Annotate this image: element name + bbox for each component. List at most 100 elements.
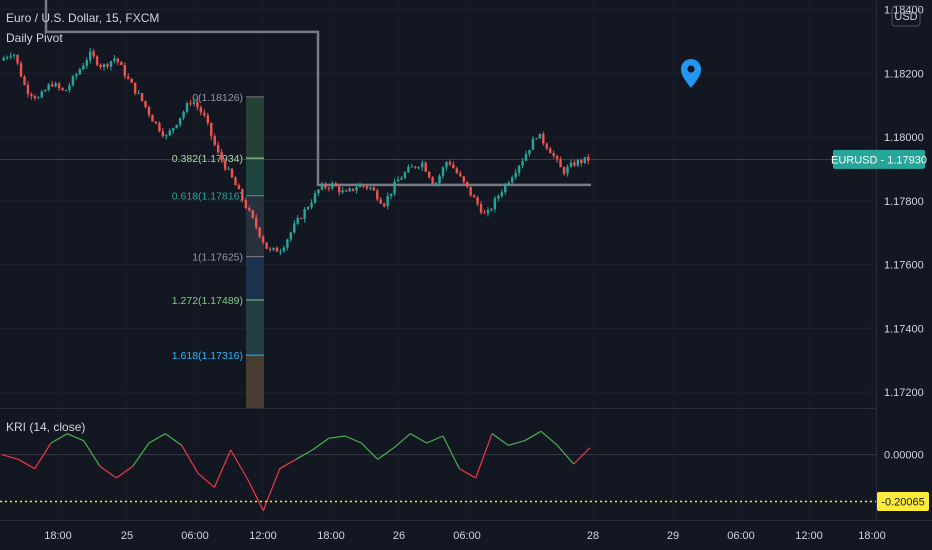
candle-body bbox=[376, 190, 379, 200]
daily-pivot-line bbox=[44, 0, 591, 187]
candlestick-series bbox=[2, 47, 590, 255]
fib-band bbox=[246, 256, 264, 300]
map-pin-shape bbox=[681, 59, 701, 88]
price-axis[interactable] bbox=[877, 0, 932, 520]
candle-body bbox=[244, 200, 248, 209]
candle-body bbox=[576, 159, 580, 166]
candle-body bbox=[234, 177, 237, 186]
kri-segment bbox=[344, 435, 362, 444]
candle-body bbox=[344, 190, 348, 192]
fib-level-label: 0.618(1.17816) bbox=[172, 191, 243, 203]
candle-body bbox=[587, 157, 590, 161]
candle-body bbox=[459, 173, 462, 177]
candle-body bbox=[486, 210, 490, 214]
candle-body bbox=[85, 60, 88, 66]
candle-body bbox=[431, 177, 434, 184]
candle-body bbox=[531, 138, 535, 150]
kri-segment bbox=[246, 477, 264, 511]
kri-segment bbox=[115, 465, 134, 479]
candle-body bbox=[19, 63, 23, 77]
candle-body bbox=[185, 103, 189, 112]
kri-segment bbox=[459, 468, 476, 479]
candle-body bbox=[213, 136, 216, 145]
kri-segment bbox=[311, 437, 330, 451]
candle-body bbox=[286, 239, 289, 248]
candle-body bbox=[555, 155, 559, 160]
candle-body bbox=[320, 184, 324, 190]
kri-value-tag-text: -0.20065 bbox=[881, 496, 924, 508]
candle-body bbox=[144, 100, 147, 108]
candle-body bbox=[296, 218, 299, 224]
candle-body bbox=[54, 83, 57, 87]
candle-body bbox=[299, 218, 303, 220]
currency-badge-text: USD bbox=[894, 11, 917, 23]
candle-body bbox=[16, 54, 19, 64]
candle-body bbox=[210, 122, 213, 137]
map-pin-icon[interactable] bbox=[681, 59, 701, 88]
kri-segment bbox=[295, 449, 313, 460]
price-tick-label: 1.17800 bbox=[884, 196, 924, 208]
time-tick-label: 18:00 bbox=[317, 530, 345, 542]
fib-level-label: 1.618(1.17316) bbox=[172, 350, 243, 362]
kri-segment bbox=[230, 449, 248, 479]
kri-axis-ticks: 0.00000 bbox=[884, 450, 924, 462]
kri-tick-label: 0.00000 bbox=[884, 450, 924, 462]
candle-body bbox=[237, 185, 241, 190]
candle-body bbox=[441, 167, 445, 176]
price-axis-ticks: 1.18400 1.18200 1.18000 1.17800 1.17600 1.174… bbox=[884, 5, 924, 400]
kri-segment bbox=[34, 442, 52, 469]
candle-body bbox=[88, 51, 92, 61]
candle-body bbox=[68, 85, 71, 91]
candle-body bbox=[438, 175, 441, 184]
candle-body bbox=[199, 107, 203, 113]
candle-body bbox=[358, 184, 362, 188]
candle-body bbox=[365, 186, 369, 189]
candle-body bbox=[102, 64, 106, 67]
time-tick-label: 06:00 bbox=[453, 530, 481, 542]
candle-body bbox=[44, 90, 47, 92]
candle-body bbox=[265, 242, 268, 249]
fib-level-label: 1.272(1.17489) bbox=[172, 295, 243, 307]
kri-value-tag: -0.20065 bbox=[877, 491, 929, 511]
candle-body bbox=[282, 247, 286, 252]
candle-body bbox=[289, 232, 293, 240]
indicator-label[interactable]: KRI (14, close) bbox=[6, 420, 85, 434]
kri-segment bbox=[197, 472, 215, 488]
kri-segment bbox=[67, 433, 84, 442]
currency-badge[interactable] bbox=[891, 5, 921, 27]
kri-segment bbox=[279, 458, 297, 470]
candle-body bbox=[372, 187, 376, 191]
candle-body bbox=[500, 192, 504, 196]
candle-body bbox=[61, 87, 64, 91]
grid-lines bbox=[0, 9, 877, 456]
kri-segment bbox=[50, 433, 68, 444]
candle-body bbox=[109, 61, 113, 67]
candle-body bbox=[559, 159, 562, 168]
time-tick-label: 12:00 bbox=[795, 530, 823, 542]
candle-body bbox=[535, 138, 538, 140]
candle-body bbox=[279, 251, 282, 253]
kri-segment bbox=[377, 447, 395, 460]
study-label[interactable]: Daily Pivot bbox=[6, 31, 63, 45]
candle-body bbox=[272, 247, 275, 250]
candle-body bbox=[369, 187, 372, 189]
candle-body bbox=[341, 190, 344, 193]
candle-body bbox=[462, 176, 465, 182]
candle-body bbox=[92, 51, 95, 57]
candle-body bbox=[227, 168, 230, 170]
candle-body bbox=[455, 168, 459, 174]
kri-segment bbox=[442, 435, 460, 469]
candle-body bbox=[427, 171, 431, 178]
candle-body bbox=[255, 217, 258, 228]
price-tick-label: 1.17200 bbox=[884, 387, 924, 399]
candle-body bbox=[261, 236, 265, 243]
candle-body bbox=[251, 210, 254, 218]
fibonacci-extension[interactable]: 0(1.18126)0.382(1.17934)0.618(1.17816)1(… bbox=[172, 92, 264, 408]
candle-body bbox=[310, 202, 313, 208]
candle-body bbox=[510, 177, 514, 183]
candle-body bbox=[147, 107, 151, 115]
candle-body bbox=[362, 184, 365, 187]
map-pin-hole bbox=[687, 65, 695, 73]
candle-body bbox=[127, 76, 130, 79]
